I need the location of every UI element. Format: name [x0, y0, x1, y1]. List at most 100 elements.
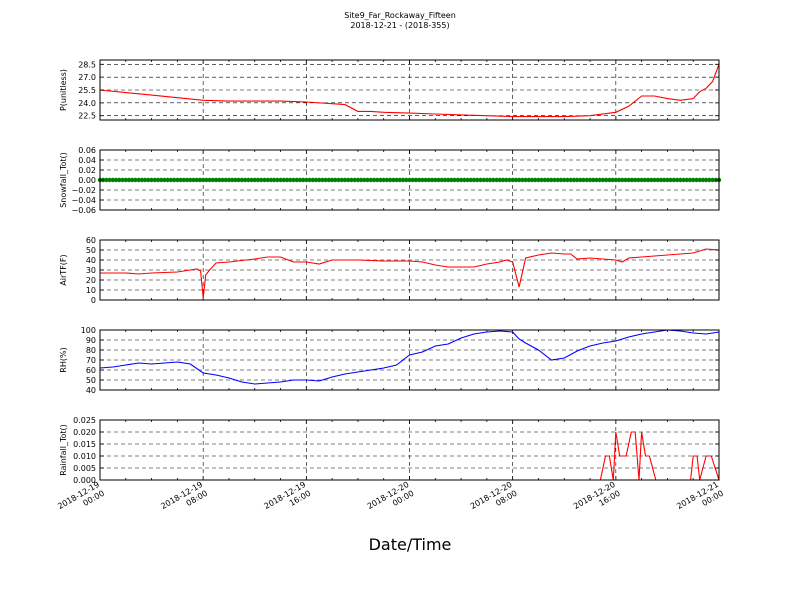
data-point	[155, 177, 161, 183]
x-tick-label: 2018-12-1900:00	[56, 480, 106, 520]
data-point	[294, 177, 299, 183]
y-tick-label: −0.06	[71, 206, 96, 215]
series-line	[100, 431, 720, 481]
data-point	[694, 177, 699, 183]
data-point	[691, 177, 696, 183]
data-point	[542, 177, 548, 183]
data-point	[152, 177, 158, 183]
data-point	[171, 177, 177, 183]
data-point	[168, 177, 174, 183]
data-point	[320, 177, 325, 183]
data-point	[326, 177, 332, 183]
data-point	[210, 177, 216, 183]
y-tick-label: 22.5	[78, 112, 96, 121]
data-point	[300, 177, 306, 183]
data-point	[465, 177, 470, 183]
data-point	[178, 177, 183, 183]
data-point	[616, 177, 622, 183]
data-point	[661, 177, 667, 183]
data-point	[188, 177, 193, 183]
data-point	[468, 177, 473, 183]
data-point	[207, 177, 212, 183]
series-line	[100, 248, 720, 299]
series-line	[99, 329, 720, 385]
data-point	[591, 177, 596, 183]
data-point	[371, 177, 377, 183]
x-tick-label: 2018-12-1916:00	[263, 480, 313, 520]
data-point	[233, 177, 238, 183]
data-point	[262, 177, 267, 183]
data-point	[597, 177, 602, 183]
data-point	[700, 177, 706, 183]
y-tick-label: 0.04	[78, 156, 96, 165]
data-point	[565, 177, 570, 183]
data-point	[623, 177, 628, 183]
x-tick-label: 2018-12-1908:00	[159, 480, 209, 520]
data-point	[684, 177, 689, 183]
data-point	[603, 177, 609, 183]
data-point	[107, 177, 112, 183]
data-point	[333, 177, 338, 183]
data-point	[475, 177, 480, 183]
data-point	[632, 177, 638, 183]
data-point	[452, 177, 457, 183]
data-point	[284, 177, 290, 183]
data-point	[626, 177, 631, 183]
y-tick-label: 60	[86, 366, 96, 375]
x-tick-label: 2018-12-2100:00	[675, 480, 725, 520]
data-point	[368, 177, 374, 183]
x-axis-label: Date/Time	[369, 535, 452, 554]
data-point	[387, 177, 393, 183]
data-point	[239, 177, 245, 183]
data-point	[410, 177, 415, 183]
data-point	[288, 177, 293, 183]
data-point	[252, 177, 257, 183]
data-point	[578, 177, 583, 183]
data-point	[674, 177, 680, 183]
y-tick-label: −0.02	[71, 186, 96, 195]
data-point	[194, 177, 199, 183]
data-point	[268, 177, 274, 183]
data-point	[313, 177, 319, 183]
data-point	[184, 177, 190, 183]
data-point	[197, 177, 203, 183]
data-point	[104, 177, 109, 183]
data-point	[136, 177, 141, 183]
data-point	[123, 177, 128, 183]
data-point	[349, 177, 354, 183]
data-point	[487, 177, 493, 183]
data-point	[423, 177, 428, 183]
y-tick-label: 0.020	[73, 428, 96, 437]
y-tick-label: 0.005	[73, 464, 96, 473]
data-point	[620, 177, 625, 183]
data-point	[600, 177, 606, 183]
data-point	[297, 177, 303, 183]
data-point	[236, 177, 241, 183]
data-point	[529, 177, 535, 183]
data-point	[607, 177, 612, 183]
data-point	[213, 177, 219, 183]
data-point	[526, 177, 531, 183]
data-point	[342, 177, 348, 183]
y-tick-label: 50	[86, 246, 96, 255]
data-point	[610, 177, 615, 183]
data-point	[413, 177, 419, 183]
data-point	[510, 177, 515, 183]
data-point	[336, 177, 341, 183]
panel-0: 28.5 27.0 25.5 24.0 22.5 P(unitless)	[59, 59, 720, 121]
data-point	[339, 177, 344, 183]
data-point	[391, 177, 396, 183]
data-point	[707, 177, 712, 183]
data-point	[504, 177, 509, 183]
data-point	[420, 177, 425, 183]
data-point	[429, 177, 435, 183]
data-point	[571, 177, 577, 183]
series-line	[99, 64, 720, 118]
data-point	[378, 177, 383, 183]
y-tick-label: 0.00	[78, 176, 96, 185]
data-point	[407, 177, 412, 183]
data-point	[658, 177, 664, 183]
data-point	[223, 177, 228, 183]
data-point	[416, 177, 422, 183]
y-tick-label: 0.010	[73, 452, 96, 461]
